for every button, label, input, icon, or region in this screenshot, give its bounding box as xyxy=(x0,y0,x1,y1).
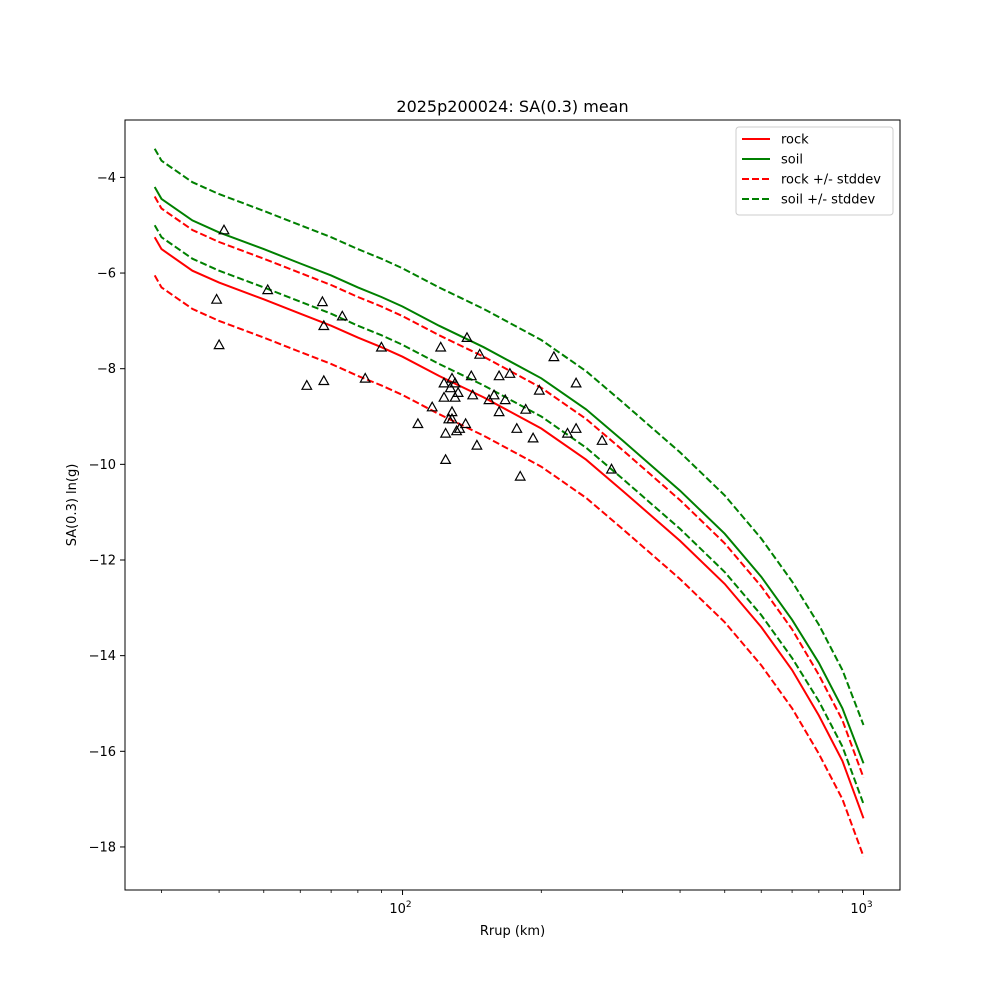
y-tick-label: −14 xyxy=(89,649,116,664)
x-tick-label: 103 xyxy=(850,900,872,917)
legend-label: rock +/- stddev xyxy=(781,173,881,188)
data-point xyxy=(561,427,574,438)
data-point xyxy=(316,295,329,307)
data-point xyxy=(359,372,372,383)
data-point xyxy=(548,350,560,362)
series-line-stddev-lower-5 xyxy=(153,224,865,805)
data-point xyxy=(439,427,452,438)
y-tick-label: −8 xyxy=(97,362,116,377)
data-point xyxy=(504,367,516,378)
data-point xyxy=(210,293,223,304)
data-point xyxy=(438,391,450,402)
data-point xyxy=(465,369,478,381)
legend-label: rock xyxy=(781,133,809,148)
data-point xyxy=(336,310,349,321)
y-tick-label: −18 xyxy=(89,840,116,855)
data-point xyxy=(218,223,230,235)
data-point xyxy=(426,400,439,412)
plot-frame xyxy=(124,119,901,891)
data-point xyxy=(213,338,225,350)
legend-label: soil xyxy=(781,153,803,168)
legend-label: soil +/- stddev xyxy=(781,193,876,208)
legend-box xyxy=(735,126,894,216)
data-point xyxy=(439,453,452,464)
y-tick-label: −6 xyxy=(97,267,116,282)
series-line-soil-stddev-4 xyxy=(153,148,865,726)
data-point xyxy=(317,374,330,386)
data-point xyxy=(527,431,539,443)
data-point xyxy=(449,376,461,388)
data-point xyxy=(519,403,532,414)
y-tick-label: −4 xyxy=(97,171,116,186)
legend: rock soil rock +/- stddev soil +/- stddev xyxy=(735,126,894,216)
data-point xyxy=(450,424,463,436)
y-axis: −4 −6 −8 −10 −12 −14 −16 −18 xyxy=(89,171,125,855)
data-point xyxy=(461,331,473,342)
data-point xyxy=(570,376,582,388)
data-point xyxy=(261,283,274,295)
y-tick-label: −12 xyxy=(89,554,116,569)
series-line-stddev-lower-3 xyxy=(153,274,865,857)
y-axis-title: SA(0.3) ln(g) xyxy=(65,464,80,547)
data-point xyxy=(446,405,458,417)
y-tick-label: −16 xyxy=(89,745,116,760)
data-point xyxy=(446,412,458,424)
series-line-soil-1 xyxy=(153,186,865,764)
x-axis: 102 103 xyxy=(161,890,873,917)
y-tick-label: −10 xyxy=(89,458,116,473)
data-point xyxy=(459,417,472,429)
x-axis-title: Rrup (km) xyxy=(480,924,545,939)
data-point xyxy=(473,348,486,359)
data-point xyxy=(605,463,618,474)
data-point xyxy=(375,341,388,352)
data-point xyxy=(493,405,505,417)
data-point xyxy=(533,384,546,395)
data-point xyxy=(434,341,447,352)
data-point xyxy=(452,386,464,397)
data-point xyxy=(488,388,500,400)
plot-data-area xyxy=(153,148,865,857)
data-point xyxy=(300,379,313,390)
data-point xyxy=(493,369,505,381)
data-point xyxy=(596,434,608,445)
data-point xyxy=(514,470,527,481)
data-point xyxy=(466,388,479,400)
series-line-rock-stddev-2 xyxy=(153,196,865,778)
data-point xyxy=(471,439,483,450)
data-point xyxy=(570,422,582,433)
data-point xyxy=(446,372,458,383)
data-point xyxy=(317,319,330,331)
series-line-rock-0 xyxy=(153,236,865,819)
x-tick-label: 102 xyxy=(389,900,411,917)
data-point xyxy=(510,422,523,433)
data-point xyxy=(412,417,424,429)
data-point xyxy=(499,393,512,405)
chart-title: 2025p200024: SA(0.3) mean xyxy=(396,97,628,116)
